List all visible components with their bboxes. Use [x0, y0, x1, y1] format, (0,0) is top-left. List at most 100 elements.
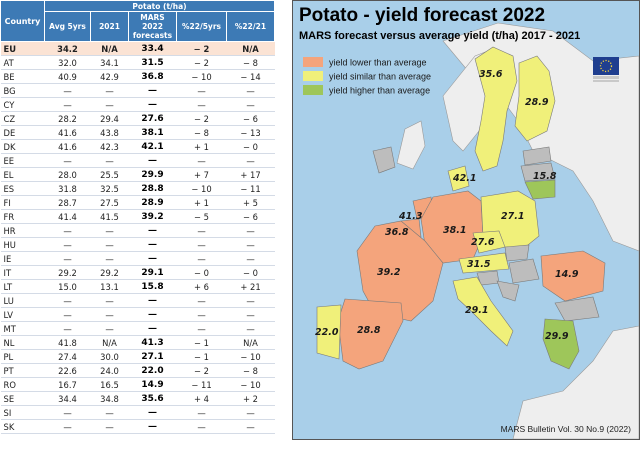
cell-country: NL — [0, 335, 45, 350]
cell-pct-avg: — — [176, 321, 227, 336]
cell-country: SE — [0, 391, 45, 406]
cell-2021: 29.2 — [90, 265, 129, 280]
cell-country: EE — [0, 153, 45, 168]
header-mars: MARS 2022 forecasts — [128, 11, 177, 42]
cell-avg: 40.9 — [44, 69, 91, 84]
table-row: LU — — — — — — [0, 293, 275, 308]
map-value-nl: 41.3 — [398, 211, 423, 222]
cell-pct-avg: — — [176, 83, 227, 98]
cell-country: LU — [0, 293, 45, 308]
table-row: RO 16.7 16.5 14.9− 11− 10 — [0, 377, 275, 392]
cell-2021: — — [90, 405, 129, 420]
cell-mars: — — [128, 293, 177, 308]
table-row: MT — — — — — — [0, 321, 275, 336]
cell-pct-avg: — — [176, 97, 227, 112]
table-row: CZ 28.2 29.4 27.6− 2− 6 — [0, 111, 275, 126]
cell-mars: — — [128, 405, 177, 420]
cell-pct-avg: − 0 — [176, 265, 227, 280]
cell-2021: — — [90, 223, 129, 238]
cell-2021: 41.5 — [90, 209, 129, 224]
map-panel: yield lower than average yield similar th… — [292, 0, 640, 440]
cell-avg: — — [44, 223, 91, 238]
country-ee — [522, 146, 552, 166]
table-row: EL 28.0 25.5 29.9 + 7 + 17 — [0, 167, 275, 182]
cell-pct-2021: − 11 — [226, 181, 275, 196]
cell-country: HR — [0, 223, 45, 238]
header-country: Country — [0, 0, 45, 42]
table-row: HU — — — — — — [0, 237, 275, 252]
cell-avg: 28.0 — [44, 167, 91, 182]
table-row: EU 34.2 N/A 33.4− 2 N/A — [0, 41, 275, 56]
cell-country: IT — [0, 265, 45, 280]
cell-mars: 31.5 — [128, 55, 177, 70]
cell-2021: N/A — [90, 41, 129, 56]
cell-pct-avg: − 1 — [176, 349, 227, 364]
eu-flag-icon — [593, 57, 619, 82]
cell-country: SI — [0, 405, 45, 420]
map-value-fi: 28.9 — [525, 97, 549, 108]
cell-country: DE — [0, 125, 45, 140]
map-subtitle: MARS forecast versus average yield (t/ha… — [299, 30, 581, 42]
country-pt — [316, 304, 342, 360]
cell-avg: — — [44, 237, 91, 252]
cell-pct-avg: − 1 — [176, 335, 227, 350]
cell-pct-2021: — — [226, 251, 275, 266]
cell-pct-avg: − 2 — [176, 111, 227, 126]
cell-pct-avg: + 1 — [176, 195, 227, 210]
country-hr — [496, 280, 520, 302]
cell-pct-avg: + 1 — [176, 139, 227, 154]
table-row: FR 41.4 41.5 39.2− 5− 6 — [0, 209, 275, 224]
cell-mars: 41.3 — [128, 335, 177, 350]
cell-2021: — — [90, 419, 129, 434]
cell-pct-avg: − 2 — [176, 363, 227, 378]
table-row: IE — — — — — — [0, 251, 275, 266]
cell-2021: — — [90, 307, 129, 322]
cell-avg: 22.6 — [44, 363, 91, 378]
cell-pct-avg: − 2 — [176, 41, 227, 56]
cell-avg: 15.0 — [44, 279, 91, 294]
cell-mars: 29.9 — [128, 167, 177, 182]
country-lt — [524, 179, 556, 200]
table-row: HR — — — — — — [0, 223, 275, 238]
cell-pct-avg: + 6 — [176, 279, 227, 294]
cell-mars: 36.8 — [128, 69, 177, 84]
cell-country: FR — [0, 209, 45, 224]
cell-avg: — — [44, 307, 91, 322]
cell-country: MT — [0, 321, 45, 336]
cell-pct-2021: — — [226, 405, 275, 420]
cell-pct-2021: − 6 — [226, 111, 275, 126]
cell-pct-2021: — — [226, 237, 275, 252]
map-value-de: 38.1 — [443, 225, 466, 236]
legend-swatch — [303, 57, 323, 67]
map-value-labels: 35.6 28.9 42.1 15.8 41.3 36.8 38.1 27.1 27.6 31.5… — [315, 69, 579, 342]
legend-label: yield higher than average — [329, 86, 430, 96]
cell-2021: 32.5 — [90, 181, 129, 196]
cell-pct-avg: — — [176, 293, 227, 308]
country-ro — [540, 250, 606, 302]
map-value-lt: 15.8 — [533, 171, 557, 182]
table-row: DE 41.6 43.8 38.1− 8− 13 — [0, 125, 275, 140]
cell-avg: — — [44, 405, 91, 420]
cell-avg: 41.8 — [44, 335, 91, 350]
cell-country: LT — [0, 279, 45, 294]
map-value-it: 29.1 — [465, 305, 488, 316]
cell-avg: — — [44, 251, 91, 266]
cell-pct-avg: − 5 — [176, 209, 227, 224]
cell-mars: 38.1 — [128, 125, 177, 140]
map-title: Potato - yield forecast 2022 — [299, 5, 546, 26]
cell-avg: — — [44, 83, 91, 98]
cell-2021: — — [90, 251, 129, 266]
cell-country: ES — [0, 181, 45, 196]
cell-country: HU — [0, 237, 45, 252]
cell-country: EL — [0, 167, 45, 182]
cell-mars: — — [128, 153, 177, 168]
map-value-cz: 27.6 — [471, 237, 495, 248]
cell-pct-avg: — — [176, 307, 227, 322]
legend-label: yield similar than average — [329, 72, 431, 82]
cell-2021: 24.0 — [90, 363, 129, 378]
table-row: ES 31.8 32.5 28.8− 10− 11 — [0, 181, 275, 196]
cell-pct-avg: − 10 — [176, 181, 227, 196]
map-legend: yield lower than average yield similar th… — [303, 57, 431, 96]
cell-pct-2021: + 5 — [226, 195, 275, 210]
